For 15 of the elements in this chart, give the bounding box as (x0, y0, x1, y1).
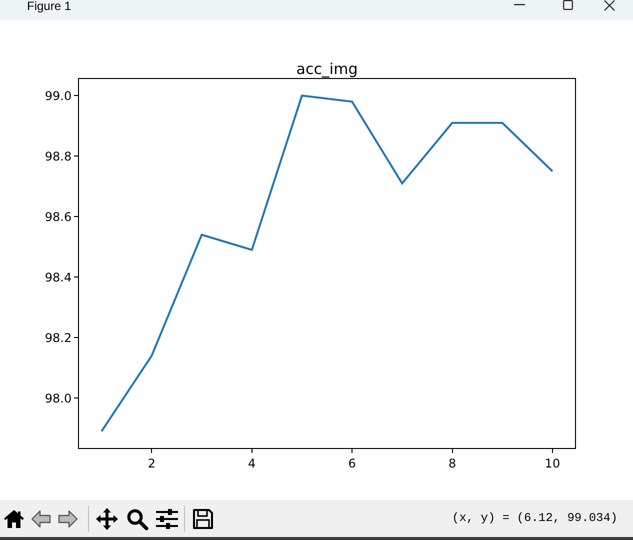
y-tick-label: 98.6 (44, 210, 72, 224)
text: (x, y) = (6.12, 99.034) (452, 511, 618, 525)
y-tick-label: 99.0 (44, 88, 72, 103)
caption: Figure 1 (27, 0, 72, 13)
chart-title: acc_img (296, 60, 358, 78)
y-tick-label: 98.2 (44, 330, 72, 345)
y-tick-label: 98.8 (44, 149, 72, 164)
y-tick-label: 98.4 (44, 270, 72, 284)
x-tick-label: 10 (544, 456, 560, 470)
x-tick-label: 6 (348, 456, 356, 470)
x-tick-label: 2 (148, 456, 156, 470)
y-tick-label: 98.0 (44, 391, 72, 406)
line-series (100, 94, 554, 432)
x-tick-label: 8 (448, 456, 456, 470)
x-tick-label: 4 (248, 456, 256, 470)
